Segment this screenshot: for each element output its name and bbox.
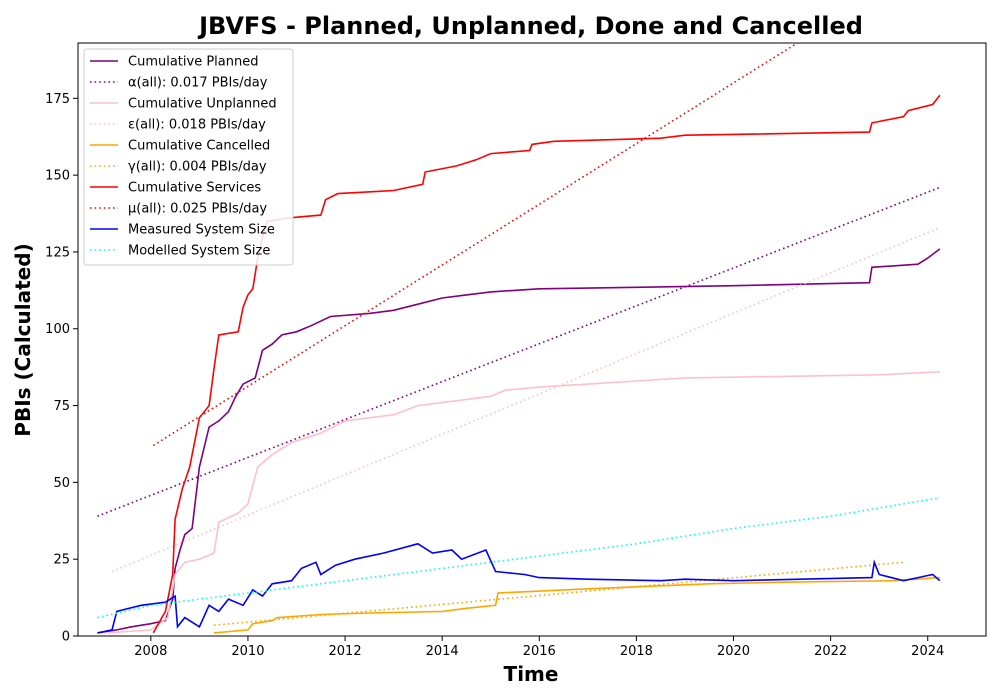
x-tick-label: 2018: [620, 644, 653, 659]
series-line-4-all-0-018-pbis-day: [111, 226, 941, 573]
axis-layer: 2008 2010 2012 2014 2016 2018 2020 2022 2024 0 25 5…: [45, 42, 987, 659]
series-line-1-cumulative-planned: [97, 248, 941, 634]
y-tick-label: 25: [53, 553, 70, 568]
y-tick-label: 100: [45, 322, 70, 337]
x-tick-label: 2020: [717, 644, 750, 659]
x-tick-label: 2022: [814, 644, 847, 659]
x-tick-label: 2016: [523, 644, 556, 659]
x-tick-label: 2008: [134, 644, 167, 659]
y-tick-label: 125: [45, 245, 70, 260]
legend-label: ε(all): 0.018 PBIs/day: [128, 118, 266, 133]
series-line-5-cumulative-cancelled: [213, 576, 940, 634]
y-tick-label: 175: [45, 92, 70, 107]
legend-box: [83, 48, 294, 266]
legend: Cumulative Planned α(all): 0.017 PBIs/day…: [83, 48, 294, 266]
legend-label: Cumulative Planned: [128, 55, 258, 70]
series-line-2-all-0-017-pbis-day: [97, 186, 941, 517]
series-line-9-measured-system-size: [97, 542, 941, 634]
legend-label: μ(all): 0.025 PBIs/day: [128, 202, 267, 217]
legend-label: Cumulative Services: [128, 181, 261, 196]
y-tick-label: 0: [62, 630, 70, 645]
y-tick-label: 75: [53, 399, 70, 414]
legend-label: γ(all): 0.004 PBIs/day: [128, 160, 267, 175]
y-axis-label: PBIs (Calculated): [11, 243, 35, 436]
series-line-10-modelled-system-size: [97, 496, 941, 619]
x-tick-label: 2012: [329, 644, 362, 659]
x-axis-label: Time: [504, 662, 559, 686]
series-layer: [97, 43, 941, 634]
x-tick-label: 2014: [426, 644, 459, 659]
plot-frame: [77, 42, 987, 637]
legend-label: Measured System Size: [128, 223, 275, 238]
series-line-3-cumulative-unplanned: [107, 371, 940, 634]
legend-label: α(all): 0.017 PBIs/day: [128, 76, 268, 91]
x-tick-label: 2024: [911, 644, 944, 659]
y-tick-label: 50: [53, 476, 70, 491]
chart-title: JBVFS - Planned, Unplanned, Done and Can…: [197, 12, 863, 40]
x-tick-label: 2010: [231, 644, 264, 659]
legend-label: Cumulative Cancelled: [128, 139, 270, 154]
series-line-6-all-0-004-pbis-day: [213, 561, 904, 626]
legend-label: Modelled System Size: [128, 244, 270, 259]
legend-label: Cumulative Unplanned: [128, 97, 277, 112]
y-tick-label: 150: [45, 169, 70, 184]
